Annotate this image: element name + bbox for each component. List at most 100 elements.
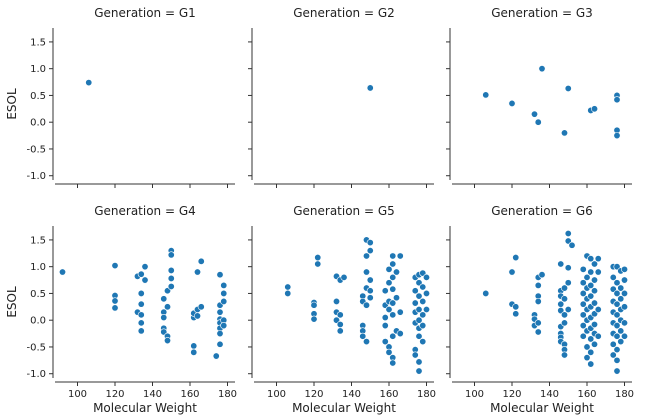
- panel-title: Generation = G2: [293, 6, 395, 20]
- data-point: [137, 270, 145, 278]
- data-point: [197, 257, 205, 265]
- data-point: [620, 303, 628, 311]
- data-point: [381, 287, 389, 295]
- y-tick-label: -1.0: [26, 369, 46, 380]
- facet-panel-5: Generation = G5 100 120 140 160 180 Molecular …: [248, 204, 436, 415]
- data-point: [512, 310, 520, 318]
- x-tick-label: 160: [577, 389, 596, 400]
- data-point: [613, 289, 621, 297]
- data-point: [613, 356, 621, 364]
- data-point: [422, 305, 430, 313]
- data-point: [579, 311, 587, 319]
- facet-panel-2: Generation = G2: [248, 6, 434, 188]
- data-point: [366, 239, 374, 247]
- data-point: [164, 337, 172, 345]
- x-tick-label: 100: [68, 389, 87, 400]
- data-point: [160, 314, 168, 322]
- data-point: [389, 273, 397, 281]
- data-point: [167, 282, 175, 290]
- x-tick-label: 140: [540, 389, 559, 400]
- data-point: [137, 311, 145, 319]
- data-point: [594, 268, 602, 276]
- data-point: [620, 319, 628, 327]
- data-point: [137, 289, 145, 297]
- data-point: [216, 340, 224, 348]
- data-point: [534, 328, 542, 336]
- data-point: [111, 262, 119, 270]
- data-point: [617, 284, 625, 292]
- data-point: [587, 281, 595, 289]
- data-point: [538, 65, 546, 73]
- data-point: [366, 287, 374, 295]
- panel-title: Generation = G6: [491, 204, 593, 218]
- data-point: [568, 241, 576, 249]
- data-point: [587, 360, 595, 368]
- data-point: [512, 303, 520, 311]
- data-point: [594, 305, 602, 313]
- data-point: [538, 271, 546, 279]
- data-point: [613, 367, 621, 375]
- data-point: [366, 276, 374, 284]
- data-point: [415, 305, 423, 313]
- data-point: [381, 322, 389, 330]
- data-point: [137, 300, 145, 308]
- x-tick-label: 180: [417, 389, 436, 400]
- data-point: [362, 268, 370, 276]
- data-point: [613, 311, 621, 319]
- data-point: [590, 299, 598, 307]
- data-point: [620, 332, 628, 340]
- x-axis-label: Molecular Weight: [292, 401, 396, 415]
- y-tick-label: 0.5: [30, 289, 46, 300]
- data-point: [415, 292, 423, 300]
- data-point: [389, 359, 397, 367]
- data-point: [508, 99, 516, 107]
- data-point: [590, 260, 598, 268]
- data-point: [141, 276, 149, 284]
- data-point: [385, 348, 393, 356]
- data-point: [392, 268, 400, 276]
- data-point: [620, 276, 628, 284]
- data-point: [366, 84, 374, 92]
- data-point: [587, 292, 595, 300]
- data-point: [419, 338, 427, 346]
- data-point: [385, 305, 393, 313]
- data-point: [411, 287, 419, 295]
- data-point: [58, 268, 66, 276]
- data-point: [579, 265, 587, 273]
- y-axis-label: ESOL: [5, 286, 19, 318]
- data-point: [216, 330, 224, 338]
- data-point: [389, 332, 397, 340]
- x-tick-label: 180: [615, 389, 634, 400]
- y-tick-label: 0.5: [30, 91, 46, 102]
- panel-title: Generation = G3: [491, 6, 593, 20]
- data-point: [366, 294, 374, 302]
- x-tick-label: 160: [379, 389, 398, 400]
- data-point: [534, 319, 542, 327]
- data-point: [111, 304, 119, 312]
- x-tick-label: 120: [502, 389, 521, 400]
- y-tick-label: 1.5: [30, 37, 46, 48]
- facet-panel-1: Generation = G1 -1.0 -0.5 0.0 0.5 1.0 1.5 ESOL: [5, 6, 235, 188]
- data-point: [419, 322, 427, 330]
- data-point: [85, 79, 93, 87]
- data-point: [359, 332, 367, 340]
- data-point: [381, 314, 389, 322]
- data-point: [141, 263, 149, 271]
- data-point: [314, 260, 322, 268]
- data-point: [164, 303, 172, 311]
- x-axis-label: Molecular Weight: [93, 401, 197, 415]
- x-tick-label: 160: [180, 389, 199, 400]
- data-point: [212, 352, 220, 360]
- data-point: [336, 327, 344, 335]
- panel-title: Generation = G5: [293, 204, 395, 218]
- data-point: [534, 118, 542, 126]
- data-point: [366, 247, 374, 255]
- x-tick-label: 100: [267, 389, 286, 400]
- data-point: [590, 276, 598, 284]
- data-point: [284, 289, 292, 297]
- data-point: [362, 252, 370, 260]
- data-point: [613, 346, 621, 354]
- y-tick-label: 1.0: [30, 64, 46, 75]
- data-point: [336, 320, 344, 328]
- data-point: [564, 229, 572, 237]
